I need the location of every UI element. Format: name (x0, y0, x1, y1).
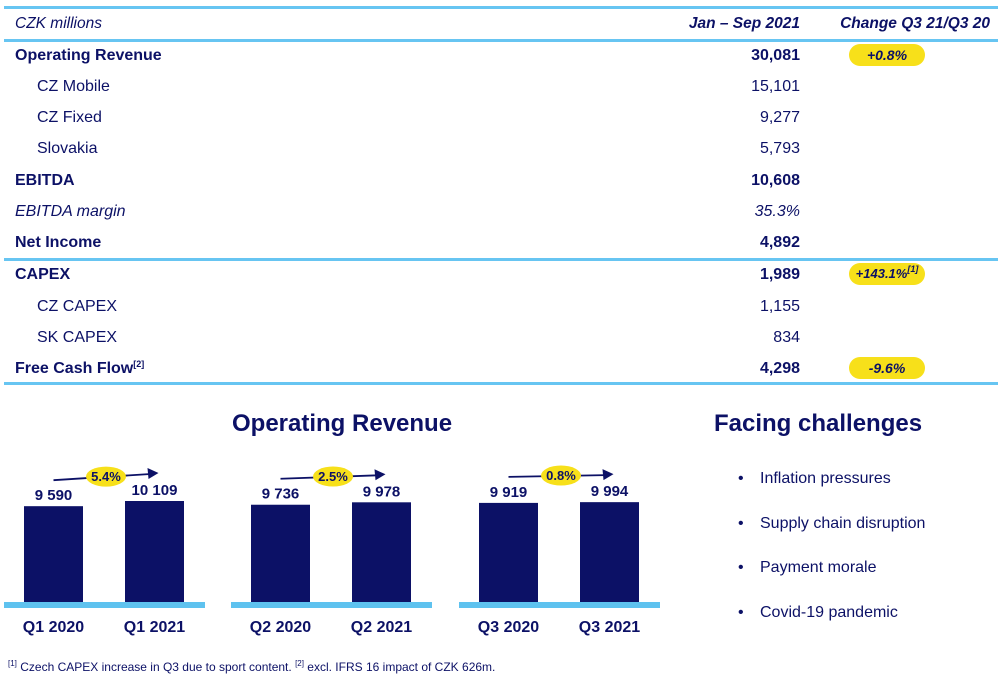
row-label: SK CAPEX (37, 329, 118, 346)
growth-arrow-head (602, 469, 614, 481)
row-label: Slovakia (37, 140, 98, 157)
growth-badge-label: 5.4% (91, 469, 121, 484)
category-label: Q2 2021 (351, 619, 412, 636)
bar-value-label: 10 109 (132, 482, 178, 499)
row-label: CZ CAPEX (37, 298, 118, 315)
table-row: CAPEX 1,989 +143.1%[1] (4, 259, 998, 290)
table-header-rule (4, 39, 998, 42)
category-label: Q1 2020 (23, 619, 84, 636)
row-value: 30,081 (751, 47, 800, 64)
footnote: [1] Czech CAPEX increase in Q3 due to sp… (8, 659, 496, 675)
row-label: CAPEX (15, 266, 71, 283)
table-row: Net Income 4,892 (4, 227, 998, 258)
table-top-rule (4, 6, 998, 9)
row-value: 10,608 (751, 172, 800, 189)
revenue-chart-title: Operating Revenue (232, 410, 453, 437)
bar (24, 506, 83, 602)
row-value: 9,277 (759, 109, 800, 126)
row-label: CZ Mobile (37, 78, 110, 95)
header-unit: CZK millions (15, 15, 102, 32)
category-label: Q3 2021 (579, 619, 640, 636)
row-label: CZ Fixed (37, 109, 102, 126)
row-value: 4,298 (759, 360, 800, 377)
bar-value-label: 9 978 (363, 483, 401, 500)
row-value: 1,989 (759, 266, 800, 283)
baseline (4, 602, 205, 608)
row-label: Free Cash Flow[2] (15, 359, 145, 378)
row-value: 15,101 (751, 78, 800, 95)
category-label: Q1 2021 (124, 619, 185, 636)
baseline (231, 602, 432, 608)
revenue-bar-chart: 9 590 Q1 2020 10 109 Q1 2021 5.4% 9 736 Q2 202… (4, 465, 660, 636)
table-bottom-rule (4, 382, 998, 385)
table-row: CZ Mobile 15,101 (4, 71, 998, 102)
list-item: • Supply chain disruption (738, 514, 926, 532)
growth-arrow-head (147, 468, 159, 479)
header-period: Jan – Sep 2021 (688, 15, 800, 32)
table-row: Slovakia 5,793 (4, 133, 998, 164)
row-label: EBITDA (15, 172, 75, 189)
list-item: • Inflation pressures (738, 470, 891, 487)
baseline (459, 602, 660, 608)
bar (580, 502, 639, 602)
challenges-list: • Inflation pressures • Supply chain disru… (738, 470, 998, 648)
bar-value-label: 9 736 (262, 486, 300, 503)
bar (251, 504, 310, 602)
growth-badge (313, 466, 353, 487)
growth-badge (86, 466, 126, 487)
list-item: • Covid-19 pandemic (738, 603, 898, 621)
table-row: SK CAPEX 834 (4, 322, 998, 353)
bar-value-label: 9 590 (35, 487, 73, 504)
row-label: EBITDA margin (15, 203, 126, 220)
change-badge: +143.1%[1] (849, 263, 925, 285)
row-label: Net Income (15, 234, 102, 251)
list-item: • Payment morale (738, 559, 877, 576)
header-change: Change Q3 21/Q3 20 (840, 15, 990, 32)
table-row: Free Cash Flow[2] 4,298 -9.6% (4, 353, 998, 384)
growth-arrow-head (374, 469, 386, 481)
row-value: 35.3% (754, 203, 800, 220)
table-row: CZ CAPEX 1,155 (4, 291, 998, 322)
bar (479, 502, 538, 602)
bar-value-label: 9 994 (591, 483, 629, 500)
change-badge: +0.8% (849, 44, 925, 66)
row-value: 1,155 (759, 298, 800, 315)
bar (352, 502, 411, 602)
growth-badge (541, 465, 581, 486)
change-badge: -9.6% (849, 357, 925, 379)
growth-badge-label: 0.8% (546, 468, 576, 483)
category-label: Q3 2020 (478, 619, 539, 636)
table-row: Operating Revenue 30,081 +0.8% (4, 40, 998, 71)
bar-value-label: 9 919 (490, 484, 528, 501)
bar (125, 501, 184, 602)
table-mid-rule (4, 258, 998, 261)
row-value: 5,793 (759, 140, 800, 157)
growth-badge-label: 2.5% (318, 469, 348, 484)
row-value: 4,892 (759, 234, 800, 251)
table-row: EBITDA margin 35.3% (4, 196, 998, 227)
table-header-row: CZK millions Jan – Sep 2021 Change Q3 21… (4, 8, 998, 39)
row-value: 834 (773, 329, 800, 346)
table-row: CZ Fixed 9,277 (4, 102, 998, 133)
row-label: Operating Revenue (15, 47, 162, 64)
challenges-title: Facing challenges (714, 410, 923, 437)
table-row: EBITDA 10,608 (4, 165, 998, 196)
category-label: Q2 2020 (250, 619, 311, 636)
